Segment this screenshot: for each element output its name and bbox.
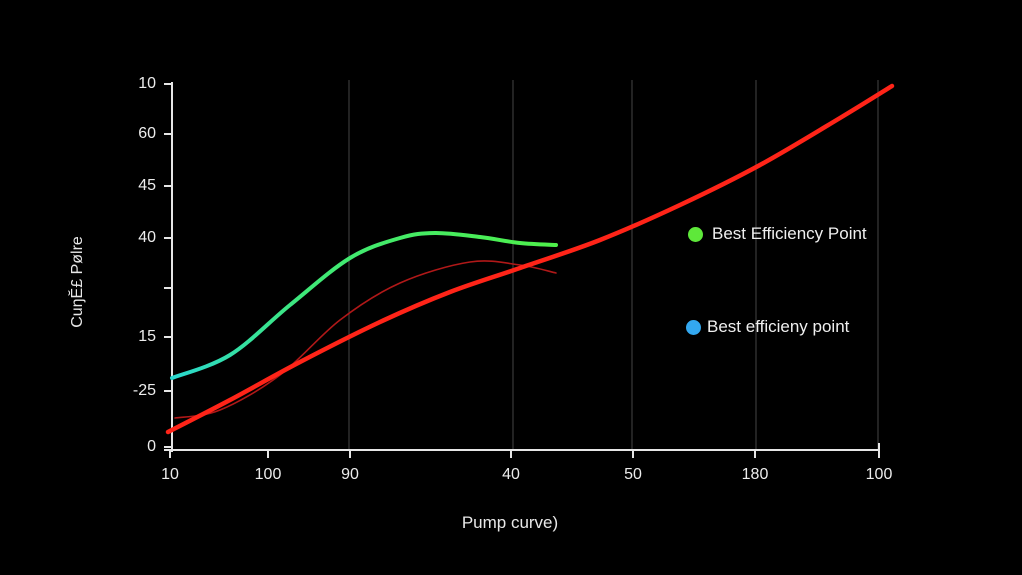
y-tick-label: 0 xyxy=(147,438,156,455)
blue-dot-icon xyxy=(686,319,701,335)
y-tick-label: 10 xyxy=(138,75,156,92)
legend-label: Best Efficiency Point xyxy=(712,224,867,243)
legend-item-best-efficiency-point-blue: Best efficieny point xyxy=(686,317,849,337)
green-dot-icon xyxy=(688,226,703,242)
y-tick-label: -25 xyxy=(132,382,156,399)
x-axis-label: Pump curve) xyxy=(461,513,559,532)
x-axis-ticks xyxy=(169,443,880,458)
legend-label: Best efficieny point xyxy=(707,317,850,336)
series-lines xyxy=(165,83,895,435)
y-axis-ticks xyxy=(164,83,172,448)
x-tick-label: 90 xyxy=(341,466,359,483)
x-tick-label: 40 xyxy=(502,466,520,483)
efficiency-curve xyxy=(170,230,558,380)
y-tick-label: 45 xyxy=(138,177,156,194)
pump-curve xyxy=(165,83,895,435)
y-tick-label: 40 xyxy=(138,229,156,246)
x-tick-label: 100 xyxy=(865,466,893,483)
y-tick-label: 15 xyxy=(138,328,156,345)
x-tick-label: 50 xyxy=(624,466,642,483)
x-tick-label: 100 xyxy=(254,466,282,483)
thin-red-curve xyxy=(174,260,557,419)
axes xyxy=(164,82,880,458)
y-axis-label: CuŋĔ£ Pølre xyxy=(69,236,86,328)
x-tick-label: 180 xyxy=(741,466,769,483)
vertical-gridlines xyxy=(348,80,879,450)
y-tick-label: 60 xyxy=(138,125,156,142)
legend-item-best-efficiency-point-green: Best Efficiency Point xyxy=(688,224,867,244)
x-tick-label: 10 xyxy=(161,466,179,483)
